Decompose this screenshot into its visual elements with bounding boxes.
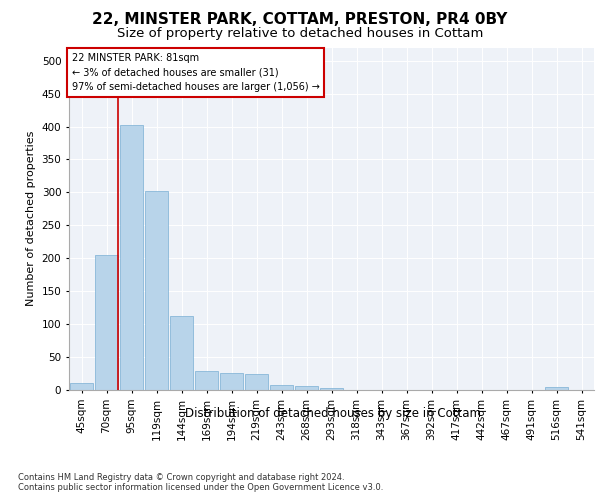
Bar bbox=[295, 386, 318, 390]
Bar bbox=[70, 384, 93, 390]
Text: Contains HM Land Registry data © Crown copyright and database right 2024.: Contains HM Land Registry data © Crown c… bbox=[18, 472, 344, 482]
Bar bbox=[245, 374, 268, 390]
Text: 22 MINSTER PARK: 81sqm
← 3% of detached houses are smaller (31)
97% of semi-deta: 22 MINSTER PARK: 81sqm ← 3% of detached … bbox=[71, 52, 320, 92]
Bar bbox=[195, 371, 218, 390]
Bar bbox=[220, 373, 243, 390]
Bar bbox=[95, 255, 118, 390]
Bar bbox=[145, 191, 168, 390]
Bar bbox=[545, 386, 568, 390]
Text: Distribution of detached houses by size in Cottam: Distribution of detached houses by size … bbox=[185, 408, 481, 420]
Bar bbox=[270, 384, 293, 390]
Text: 22, MINSTER PARK, COTTAM, PRESTON, PR4 0BY: 22, MINSTER PARK, COTTAM, PRESTON, PR4 0… bbox=[92, 12, 508, 28]
Text: Size of property relative to detached houses in Cottam: Size of property relative to detached ho… bbox=[117, 28, 483, 40]
Bar bbox=[120, 124, 143, 390]
Bar bbox=[320, 388, 343, 390]
Bar bbox=[170, 316, 193, 390]
Y-axis label: Number of detached properties: Number of detached properties bbox=[26, 131, 36, 306]
Text: Contains public sector information licensed under the Open Government Licence v3: Contains public sector information licen… bbox=[18, 484, 383, 492]
